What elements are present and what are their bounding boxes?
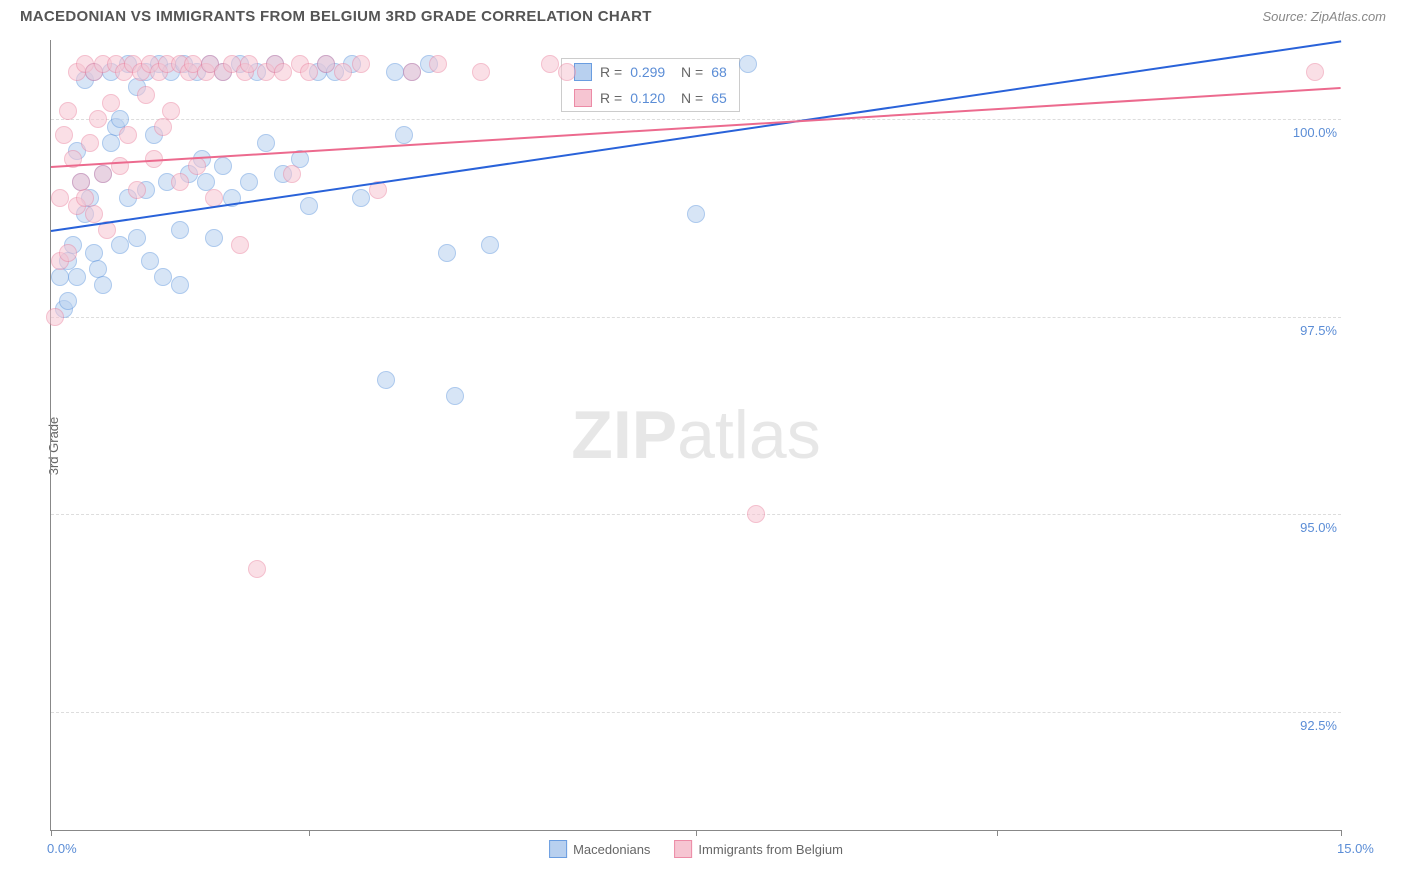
scatter-point [94, 276, 112, 294]
series-swatch [574, 63, 592, 81]
x-tick [997, 830, 998, 836]
scatter-point [154, 118, 172, 136]
scatter-point [51, 189, 69, 207]
scatter-point [248, 560, 266, 578]
scatter-point [59, 292, 77, 310]
legend-label: Macedonians [573, 842, 650, 857]
scatter-point [111, 236, 129, 254]
scatter-point [102, 94, 120, 112]
scatter-point [171, 276, 189, 294]
stats-n-value: 65 [711, 90, 727, 106]
scatter-point [747, 505, 765, 523]
x-tick-label: 0.0% [47, 841, 77, 856]
scatter-point [386, 63, 404, 81]
y-tick-label: 100.0% [1293, 125, 1337, 140]
scatter-point [102, 134, 120, 152]
scatter-point [300, 63, 318, 81]
stats-n-value: 68 [711, 64, 727, 80]
scatter-point [317, 55, 335, 73]
stats-r-label: R = [600, 64, 622, 80]
scatter-point [558, 63, 576, 81]
chart-title: MACEDONIAN VS IMMIGRANTS FROM BELGIUM 3R… [20, 8, 652, 25]
scatter-point [541, 55, 559, 73]
scatter-point [377, 371, 395, 389]
x-tick [1341, 830, 1342, 836]
gridline [51, 317, 1341, 318]
legend-item: Immigrants from Belgium [674, 840, 842, 858]
chart-plot-area: ZIPatlas R = 0.299 N = 68R = 0.120 N = 6… [50, 40, 1341, 831]
scatter-point [154, 268, 172, 286]
scatter-point [171, 221, 189, 239]
scatter-point [85, 205, 103, 223]
legend-bottom: Macedonians Immigrants from Belgium [549, 840, 843, 858]
header-bar: MACEDONIAN VS IMMIGRANTS FROM BELGIUM 3R… [0, 0, 1406, 29]
scatter-point [188, 157, 206, 175]
gridline [51, 712, 1341, 713]
scatter-point [94, 165, 112, 183]
scatter-point [446, 387, 464, 405]
y-tick-label: 97.5% [1300, 323, 1337, 338]
scatter-point [89, 110, 107, 128]
scatter-point [334, 63, 352, 81]
scatter-point [55, 126, 73, 144]
y-tick-label: 92.5% [1300, 718, 1337, 733]
stats-legend-box: R = 0.299 N = 68R = 0.120 N = 65 [561, 58, 740, 112]
scatter-point [231, 236, 249, 254]
stats-n-label: N = [673, 90, 703, 106]
scatter-point [1306, 63, 1324, 81]
scatter-point [739, 55, 757, 73]
scatter-point [403, 63, 421, 81]
scatter-point [162, 102, 180, 120]
scatter-point [141, 252, 159, 270]
stats-r-value: 0.120 [630, 90, 665, 106]
scatter-point [352, 189, 370, 207]
scatter-point [205, 229, 223, 247]
y-tick-label: 95.0% [1300, 520, 1337, 535]
x-tick [696, 830, 697, 836]
stats-n-label: N = [673, 64, 703, 80]
legend-swatch [549, 840, 567, 858]
scatter-point [111, 157, 129, 175]
scatter-point [429, 55, 447, 73]
legend-label: Immigrants from Belgium [698, 842, 842, 857]
scatter-point [395, 126, 413, 144]
scatter-point [128, 181, 146, 199]
stats-r-label: R = [600, 90, 622, 106]
source-label: Source: ZipAtlas.com [1262, 9, 1386, 24]
scatter-point [119, 126, 137, 144]
scatter-point [59, 244, 77, 262]
scatter-point [438, 244, 456, 262]
scatter-point [274, 63, 292, 81]
scatter-point [352, 55, 370, 73]
stats-row: R = 0.299 N = 68 [562, 59, 739, 85]
scatter-point [214, 157, 232, 175]
scatter-point [240, 173, 258, 191]
scatter-point [68, 268, 86, 286]
series-swatch [574, 89, 592, 107]
gridline [51, 514, 1341, 515]
watermark: ZIPatlas [571, 396, 820, 474]
scatter-point [59, 102, 77, 120]
scatter-point [300, 197, 318, 215]
scatter-point [137, 86, 155, 104]
x-tick [51, 830, 52, 836]
scatter-point [51, 268, 69, 286]
scatter-point [81, 134, 99, 152]
x-tick-label: 15.0% [1337, 841, 1374, 856]
scatter-point [481, 236, 499, 254]
stats-r-value: 0.299 [630, 64, 665, 80]
legend-item: Macedonians [549, 840, 650, 858]
scatter-point [46, 308, 64, 326]
gridline [51, 119, 1341, 120]
scatter-point [171, 173, 189, 191]
scatter-point [128, 229, 146, 247]
x-tick [309, 830, 310, 836]
scatter-point [240, 55, 258, 73]
scatter-point [687, 205, 705, 223]
legend-swatch [674, 840, 692, 858]
scatter-point [257, 134, 275, 152]
scatter-point [472, 63, 490, 81]
scatter-point [283, 165, 301, 183]
stats-row: R = 0.120 N = 65 [562, 85, 739, 111]
